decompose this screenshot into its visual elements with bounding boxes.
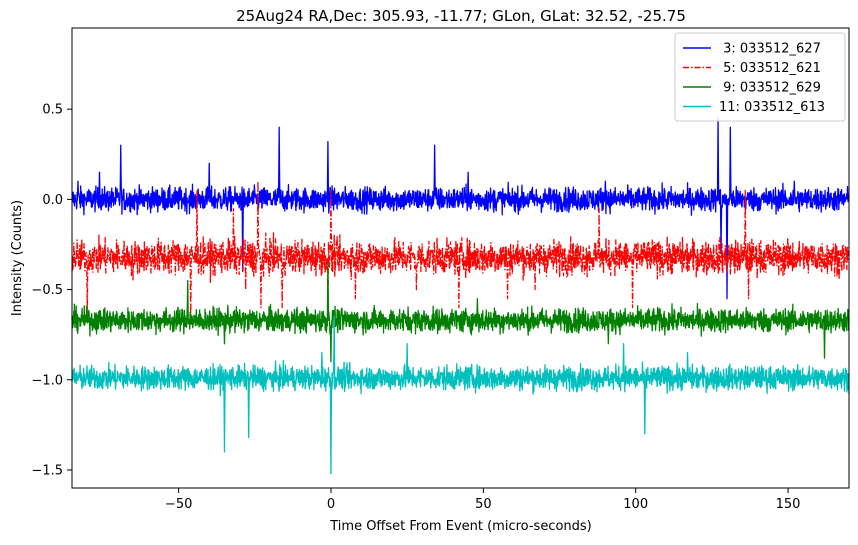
legend-label-3: 9: 033512_629 [719,81,821,96]
legend-frame [674,32,846,122]
chart-title: 25Aug24 RA,Dec: 305.93, -11.77; GLon, GL… [236,7,686,25]
series-line-2 [71,180,850,327]
x-tick-label: −50 [165,497,192,512]
x-tick-label: 100 [623,497,648,512]
series-line-3 [71,261,850,363]
legend-label-2: 5: 033512_621 [719,61,821,76]
y-tick-label: −0.5 [31,283,63,298]
y-axis-label: Intensity (Counts) [10,200,25,316]
series-line-1 [71,117,850,300]
y-tick-label: 0.5 [42,103,63,118]
legend: 3: 033512_627 5: 033512_621 9: 033512_62… [674,32,846,122]
y-tick-label: −1.5 [31,463,63,478]
y-tick-label: 0.0 [42,193,63,208]
plot-frame [71,27,850,489]
x-tick-label: 0 [327,497,335,512]
legend-label-4: 11: 033512_613 [719,100,825,115]
x-axis-label: Time Offset From Event (micro-seconds) [329,519,592,534]
legend-label-1: 3: 033512_627 [719,42,821,57]
y-tick-label: −1.0 [31,373,63,388]
y-axis: −1.5 −1.0 −0.5 0.0 0.5 [31,103,72,478]
traces [71,117,850,475]
x-tick-label: 50 [475,497,492,512]
x-tick-label: 150 [776,497,801,512]
series-line-4 [71,315,850,475]
x-axis: −50 0 50 100 150 [165,488,801,512]
